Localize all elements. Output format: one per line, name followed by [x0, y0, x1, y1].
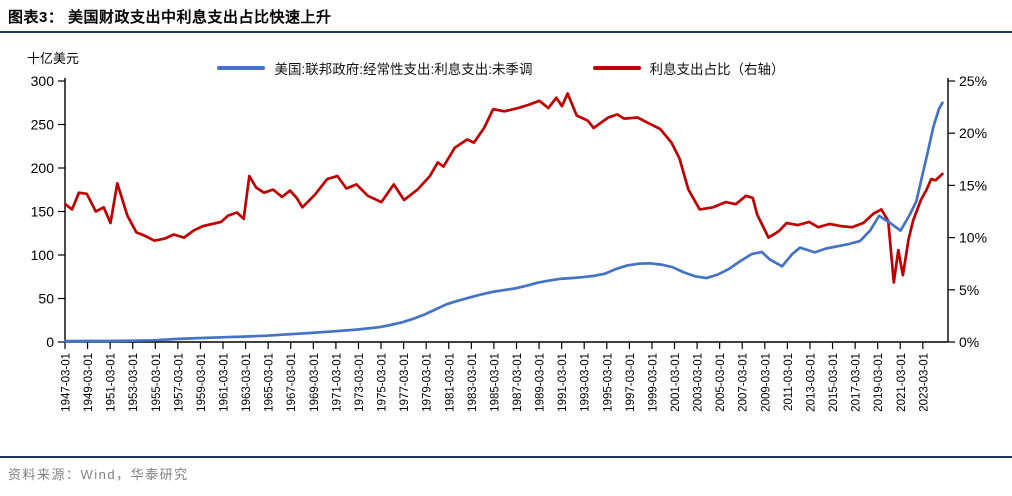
x-tick-label: 1977-03-01: [399, 353, 411, 412]
x-tick-label: 2009-03-01: [760, 353, 772, 412]
x-tick-label: 1981-03-01: [444, 353, 456, 412]
x-tick-label: 2011-03-01: [783, 353, 795, 411]
x-tick-label: 2003-03-01: [693, 353, 705, 412]
x-tick-label: 1989-03-01: [535, 353, 547, 412]
legend-label-interest-payments: 美国:联邦政府:经常性支出:利息支出:未季调: [274, 62, 533, 77]
y-right-tick-label: 0%: [959, 334, 979, 350]
chart-title: 图表3： 美国财政支出中利息支出占比快速上升: [8, 9, 332, 26]
x-tick-label: 1975-03-01: [377, 353, 389, 412]
x-tick-label: 1955-03-01: [151, 353, 163, 412]
y-right-tick-label: 20%: [959, 125, 987, 141]
x-tick-label: 1969-03-01: [309, 353, 321, 412]
x-tick-label: 2007-03-01: [738, 353, 750, 412]
x-tick-label: 1983-03-01: [467, 353, 479, 412]
x-tick-label: 1973-03-01: [354, 353, 366, 412]
x-tick-label: 2015-03-01: [828, 353, 840, 412]
left-axis-unit-label: 十亿美元: [27, 51, 80, 66]
blue-line-swatch: [217, 66, 266, 70]
legend-item-interest-payments: 美国:联邦政府:经常性支出:利息支出:未季调: [217, 58, 533, 78]
y-left-tick-label: 50: [38, 291, 54, 307]
x-tick-label: 1947-03-01: [61, 353, 73, 412]
x-tick-label: 2023-03-01: [918, 353, 930, 412]
y-right-tick-label: 10%: [959, 230, 987, 246]
x-tick-label: 1971-03-01: [331, 353, 343, 412]
x-tick-label: 1963-03-01: [241, 353, 253, 412]
x-tick-label: 1995-03-01: [602, 353, 614, 412]
red-line-swatch: [592, 66, 641, 70]
y-left-tick-label: 150: [31, 204, 55, 220]
x-tick-label: 1985-03-01: [489, 353, 501, 412]
x-tick-label: 1993-03-01: [580, 353, 592, 412]
x-tick-label: 1953-03-01: [128, 353, 140, 412]
x-tick-label: 1959-03-01: [196, 353, 208, 412]
x-tick-label: 1979-03-01: [422, 353, 434, 412]
x-tick-label: 1951-03-01: [106, 353, 118, 412]
legend-label-interest-share: 利息支出占比（右轴）: [649, 62, 785, 77]
x-tick-label: 2019-03-01: [873, 353, 885, 412]
x-tick-label: 1965-03-01: [264, 353, 276, 412]
chart-legend: 美国:联邦政府:经常性支出:利息支出:未季调 利息支出占比（右轴）: [0, 58, 1002, 78]
x-tick-label: 1967-03-01: [286, 353, 298, 412]
x-tick-label: 2021-03-01: [896, 353, 908, 412]
y-left-tick-label: 0: [46, 334, 54, 350]
footer-divider: [0, 456, 1012, 458]
x-tick-label: 1987-03-01: [512, 353, 524, 412]
x-tick-label: 1999-03-01: [647, 353, 659, 412]
x-tick-label: 1949-03-01: [83, 353, 95, 412]
legend-item-interest-share: 利息支出占比（右轴）: [592, 58, 785, 78]
x-tick-label: 2005-03-01: [715, 353, 727, 412]
x-tick-label: 2013-03-01: [805, 353, 817, 412]
x-tick-label: 1997-03-01: [625, 353, 637, 412]
series-line-interest-payments: [63, 101, 944, 343]
x-tick-label: 2017-03-01: [851, 353, 863, 412]
x-tick-label: 2001-03-01: [670, 353, 682, 412]
y-left-tick-label: 300: [31, 73, 55, 89]
y-left-tick-label: 200: [31, 160, 55, 176]
y-left-tick-label: 250: [31, 117, 55, 133]
y-right-tick-label: 25%: [959, 73, 987, 89]
y-left-tick-label: 100: [31, 247, 55, 263]
x-tick-label: 1957-03-01: [173, 353, 185, 412]
x-tick-label: 1961-03-01: [219, 353, 231, 412]
series-line-interest-share: [63, 92, 944, 284]
x-tick-label: 1991-03-01: [557, 353, 569, 412]
source-text: 资料来源：Wind，华泰研究: [8, 467, 189, 482]
y-right-tick-label: 5%: [959, 282, 979, 298]
title-divider: [0, 31, 1012, 33]
y-right-tick-label: 15%: [959, 177, 987, 193]
